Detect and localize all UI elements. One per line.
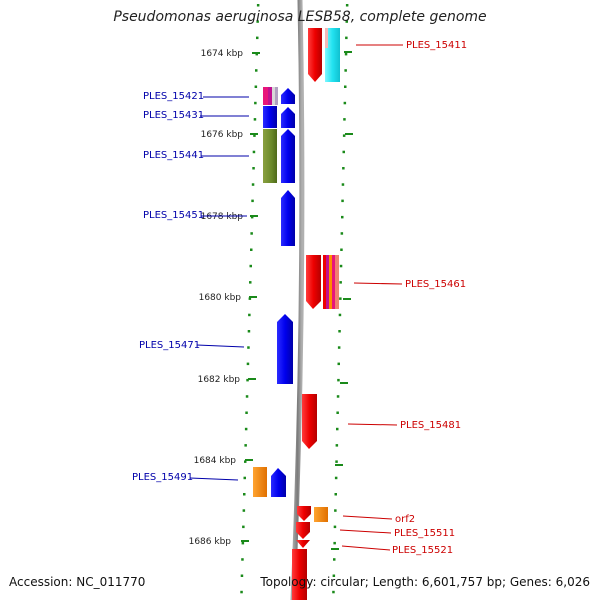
gene-label-15481[interactable]: PLES_15481	[400, 420, 461, 431]
gene-label-15491[interactable]: PLES_15491	[132, 472, 193, 483]
feature-box-orf2	[314, 507, 328, 522]
gene-label-15461[interactable]: PLES_15461	[405, 279, 466, 290]
topology-summary: Topology: circular; Length: 6,601,757 bp…	[260, 575, 590, 589]
gene-arrow-15461[interactable]	[306, 255, 321, 309]
gene-arrow-15471[interactable]	[277, 314, 293, 384]
leader-lines	[189, 44, 403, 551]
gene-label-15511[interactable]: PLES_15511	[394, 528, 455, 539]
feature-box-15431	[263, 106, 277, 128]
tick-label-1678: 1678 kbp	[201, 212, 244, 222]
gene-label-orf2[interactable]: orf2	[395, 514, 415, 525]
gene-label-15471[interactable]: PLES_15471	[139, 340, 200, 351]
gene-arrow-15451[interactable]	[281, 190, 295, 246]
gene-arrow-15421[interactable]	[281, 88, 295, 104]
coordinate-axis: 1674 kbp 1676 kbp 1678 kbp 1680 kbp 1682…	[189, 49, 353, 550]
tick-label-1686: 1686 kbp	[189, 537, 232, 547]
tick-label-1674: 1674 kbp	[201, 49, 244, 59]
tick-label-1684: 1684 kbp	[194, 456, 237, 466]
forward-gene-labels: PLES_15411 PLES_15461 PLES_15481 orf2 PL…	[392, 40, 467, 556]
gene-arrow-15491[interactable]	[271, 468, 286, 497]
tick-1682: 1682 kbp	[198, 375, 256, 385]
gene-arrow-15481[interactable]	[302, 394, 317, 449]
forward-strand-genes	[292, 28, 322, 600]
gene-arrow-15431[interactable]	[281, 107, 295, 128]
reverse-feature-boxes	[253, 87, 278, 497]
feature-box-15491	[253, 467, 267, 497]
gene-label-15421[interactable]: PLES_15421	[143, 91, 204, 102]
gene-arrow-15411[interactable]	[308, 28, 322, 82]
feature-box-15441	[263, 129, 277, 183]
genome-title: Pseudomonas aeruginosa LESB58, complete …	[113, 9, 487, 25]
gene-arrow-continuing	[292, 549, 307, 600]
tick-label-1680: 1680 kbp	[199, 293, 242, 303]
accession-label: Accession: NC_011770	[9, 575, 146, 589]
tick-1680: 1680 kbp	[199, 293, 257, 303]
dotted-guide-right	[332, 4, 349, 594]
gene-arrow-15511[interactable]	[297, 506, 311, 521]
reverse-gene-labels: PLES_15421 PLES_15431 PLES_15441 PLES_15…	[132, 91, 204, 483]
feature-box-15461	[323, 255, 326, 309]
dotted-guides	[240, 4, 349, 594]
gene-label-15431[interactable]: PLES_15431	[143, 110, 204, 121]
gene-label-15521[interactable]: PLES_15521	[392, 545, 453, 556]
genome-backbone	[290, 0, 305, 600]
tick-label-1682: 1682 kbp	[198, 375, 241, 385]
gene-arrow-15441[interactable]	[281, 129, 295, 183]
dotted-guide-left	[240, 4, 260, 594]
tick-1676: 1676 kbp	[201, 130, 258, 140]
gene-label-15411[interactable]: PLES_15411	[406, 40, 467, 51]
forward-feature-boxes	[314, 28, 340, 522]
feature-box-15411	[325, 28, 340, 82]
feature-box-15421	[263, 87, 268, 105]
tick-1684: 1684 kbp	[194, 456, 253, 466]
tick-label-1676: 1676 kbp	[201, 130, 244, 140]
reverse-strand-genes	[271, 88, 295, 497]
gene-label-15441[interactable]: PLES_15441	[143, 150, 204, 161]
tick-1686: 1686 kbp	[189, 537, 249, 547]
gene-arrow-15521[interactable]	[296, 522, 310, 539]
tick-1674: 1674 kbp	[201, 49, 260, 59]
gene-label-15451[interactable]: PLES_15451	[143, 210, 204, 221]
gene-arrow-extra	[296, 540, 310, 548]
tick-1678: 1678 kbp	[201, 212, 258, 222]
